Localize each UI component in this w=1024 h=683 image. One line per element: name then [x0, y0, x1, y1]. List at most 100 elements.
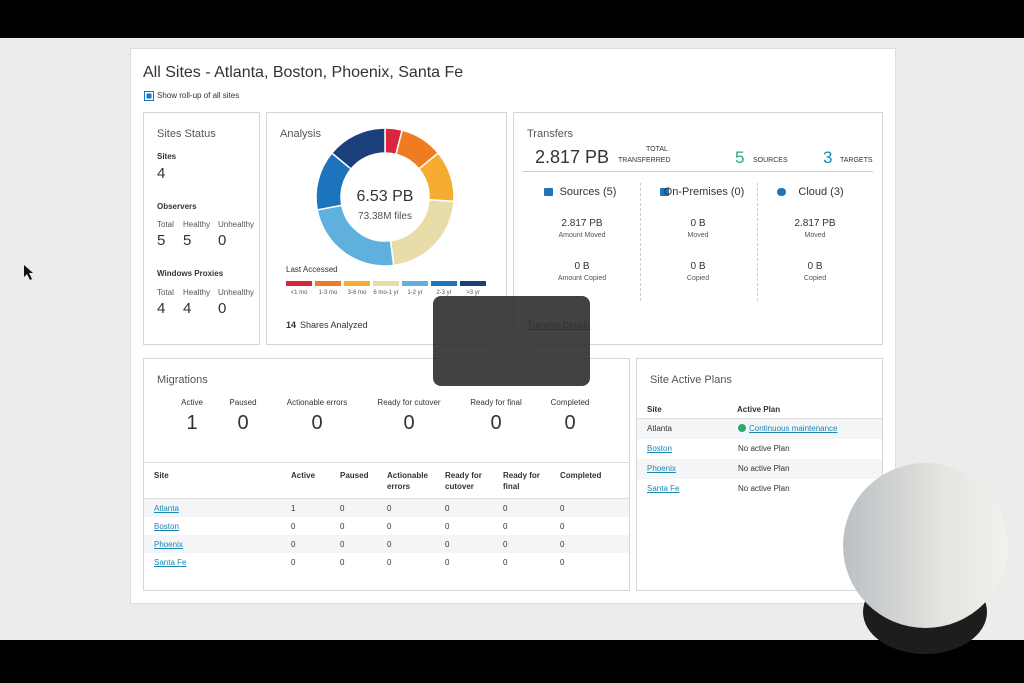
table-header: Site — [647, 405, 662, 414]
row-stripe — [637, 419, 882, 439]
donut-segment — [330, 127, 386, 171]
table-header: Actionable errors — [387, 471, 428, 491]
legend-label: 6 mo-1 yr — [373, 290, 399, 296]
sources-count: 5 — [735, 148, 745, 167]
panel-title: Transfers — [527, 128, 574, 140]
value: 4 — [157, 165, 166, 182]
row-stripe — [144, 499, 629, 517]
site-link[interactable]: Santa Fe — [647, 484, 680, 493]
site-link[interactable]: Santa Fe — [154, 558, 187, 567]
table-cell: 0 — [291, 522, 296, 531]
legend-swatch — [315, 281, 341, 286]
amount: 0 B — [807, 261, 823, 272]
amount-label: Moved — [687, 232, 709, 239]
site-name: Atlanta — [647, 424, 672, 433]
amount-label: Amount Copied — [557, 275, 607, 282]
table-cell: 0 — [387, 558, 392, 567]
site-link[interactable]: Phoenix — [647, 464, 676, 473]
plan-text: No active Plan — [738, 464, 790, 473]
table-header: Active — [291, 471, 316, 480]
donut-segment — [389, 198, 455, 267]
table-border — [637, 418, 882, 419]
panel-title: Site Active Plans — [650, 374, 732, 386]
legend-label: 2-3 yr — [436, 290, 452, 296]
amount: 0 B — [574, 261, 590, 272]
summary-label: Completed — [550, 398, 590, 407]
column-label: Total — [157, 220, 174, 229]
sources-label: SOURCES — [753, 157, 788, 164]
legend-swatch — [402, 281, 428, 286]
targets-label: TARGETS — [840, 157, 873, 164]
total-label: TRANSFERRED — [618, 157, 671, 164]
table-cell: 0 — [445, 540, 450, 549]
site-link[interactable]: Atlanta — [154, 504, 179, 513]
column-label: Healthy — [183, 220, 211, 229]
summary-label: Active — [181, 398, 203, 407]
table-header: Ready for cutover — [445, 471, 482, 491]
legend-label: <1 mo — [290, 290, 308, 296]
column-title: Sources (5) — [559, 186, 617, 198]
column-label: Unhealthy — [218, 220, 255, 229]
table-cell: 0 — [503, 522, 508, 531]
table-cell: 0 — [445, 504, 450, 513]
site-link[interactable]: Phoenix — [154, 540, 183, 549]
rollup-checkbox — [144, 91, 154, 101]
table-header: Completed — [560, 471, 602, 480]
legend-swatch — [286, 281, 312, 286]
table-cell: 0 — [445, 558, 450, 567]
column-label: Total — [157, 288, 174, 297]
value: 4 — [157, 300, 166, 317]
value: 0 — [218, 232, 227, 249]
letterbox-top — [0, 0, 1024, 38]
panel-title: Sites Status — [157, 128, 216, 140]
table-cell: 0 — [340, 522, 345, 531]
amount: 0 B — [690, 218, 706, 229]
total-label: TOTAL — [646, 146, 668, 153]
table-header: Active Plan — [737, 405, 781, 414]
plan-link[interactable]: Continuous maintenance — [749, 424, 838, 433]
play-button — [433, 296, 590, 386]
amount: 0 B — [690, 261, 706, 272]
summary-value: 1 — [186, 412, 198, 434]
table-cell: 0 — [560, 540, 565, 549]
total-value: 2.817 PB — [535, 147, 610, 167]
summary-value: 0 — [237, 412, 249, 434]
summary-label: Ready for final — [470, 398, 522, 407]
summary-label: Actionable errors — [286, 398, 348, 407]
row-stripe — [637, 459, 882, 479]
legend-label: >3 yr — [466, 290, 480, 296]
value: 4 — [183, 300, 192, 317]
summary-value: 0 — [564, 412, 576, 434]
table-cell: 0 — [291, 558, 296, 567]
legend-label: 1-3 mo — [318, 290, 338, 296]
cursor — [24, 265, 33, 280]
column-title: Cloud (3) — [798, 186, 844, 198]
page-title: All Sites - Atlanta, Boston, Phoenix, Sa… — [143, 64, 464, 81]
table-border — [144, 462, 629, 463]
summary-value: 0 — [490, 412, 502, 434]
webcam — [843, 463, 1008, 628]
summary-label: Paused — [229, 398, 257, 407]
table-header: Ready for final — [503, 471, 540, 491]
shares-count: 14 — [286, 320, 297, 330]
table-header: Paused — [340, 471, 369, 480]
rollup-label[interactable]: Show roll-up of all sites — [157, 91, 240, 100]
site-link[interactable]: Boston — [647, 444, 672, 453]
divider — [523, 171, 873, 172]
amount: 2.817 PB — [561, 218, 603, 229]
value: 5 — [157, 232, 166, 249]
donut-total: 6.53 PB — [356, 188, 414, 205]
column-icon — [660, 188, 669, 196]
table-header: Site — [154, 471, 169, 480]
table-cell: 0 — [503, 558, 508, 567]
amount-label: Moved — [804, 232, 826, 239]
value: 0 — [218, 300, 227, 317]
row-stripe — [144, 535, 629, 553]
column-divider — [757, 183, 758, 301]
table-cell: 0 — [340, 540, 345, 549]
site-link[interactable]: Boston — [154, 522, 179, 531]
legend-label: 3-6 mo — [347, 290, 367, 296]
column-divider — [640, 183, 641, 301]
legend-swatch — [373, 281, 399, 286]
